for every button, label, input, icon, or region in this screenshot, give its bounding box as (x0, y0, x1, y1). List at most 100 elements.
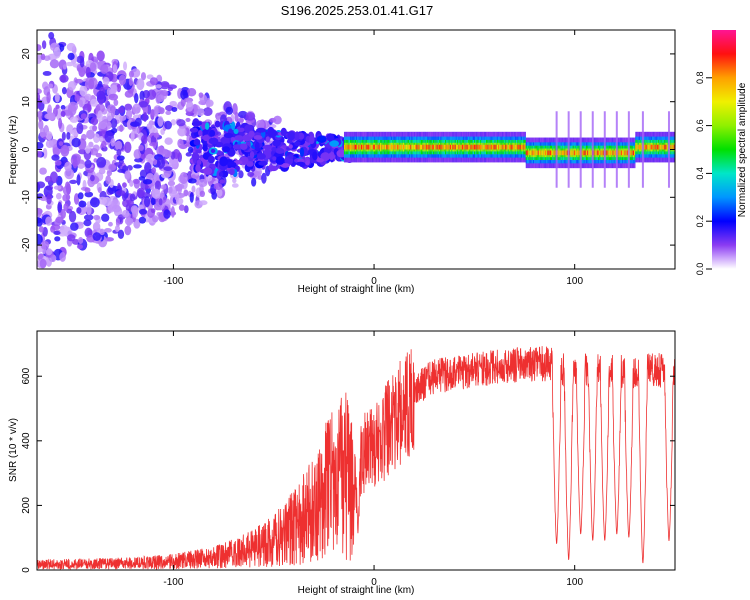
spectrogram-cluster-blob (208, 137, 219, 145)
spectrogram-line-cell (390, 144, 393, 150)
spectrogram-noise-blob (134, 117, 142, 127)
spectrogram-noise-blob (124, 90, 134, 98)
spectrogram-streak (567, 111, 570, 188)
spectrogram-noise-blob (122, 182, 127, 188)
spectrogram-line-cell (638, 144, 641, 150)
spectrogram-line-cell (446, 144, 448, 150)
spectrogram-line-cell (612, 150, 614, 156)
spectrogram-line-cell (458, 144, 460, 150)
spectrogram-noise-blob (45, 216, 53, 226)
spectrogram-cluster-blob (218, 171, 224, 177)
spectrogram-line-cell (487, 144, 489, 150)
spectrogram-line-cell (380, 144, 382, 150)
spectrogram-line-cell (622, 150, 624, 156)
spectrogram-noise-blob (37, 233, 43, 246)
spectrogram-line-cell (529, 150, 531, 156)
spectrogram-line-cell (585, 150, 588, 156)
spectrogram-noise-blob (45, 131, 53, 141)
snr-y-label: SNR (10 * v/v) (8, 418, 19, 482)
spectrogram-noise-blob (76, 207, 82, 214)
spectrogram-line-cell (534, 150, 536, 156)
spectrogram-noise-blob (111, 204, 122, 213)
spectrogram-noise-blob (198, 92, 204, 99)
spectrogram-noise-blob (150, 208, 156, 214)
spectrogram-noise-blob (196, 108, 205, 117)
spectrogram-noise-blob (155, 84, 162, 89)
spectrogram-noise-blob (76, 174, 81, 186)
spectrogram-cluster-blob (275, 156, 285, 165)
spectrogram-line-cell (530, 150, 532, 156)
spectrogram-noise-blob (167, 180, 176, 187)
spectrogram-noise-blob (53, 46, 61, 59)
spectrogram-line-cell (489, 144, 492, 150)
spectrogram-line-cell (372, 144, 375, 150)
spectrogram-noise-blob (71, 137, 81, 148)
spectrogram-cluster-blob (249, 151, 255, 159)
spectrogram-cluster-blob (316, 158, 325, 163)
spectrogram-line-cell (629, 150, 631, 156)
spectrogram-noise-blob (146, 123, 153, 130)
spectrogram-noise-blob (39, 167, 47, 175)
spectrogram-noise-blob (124, 225, 132, 236)
spectrogram-noise-blob (78, 200, 87, 208)
spectrogram-noise-blob (168, 158, 179, 168)
spectrogram-noise-blob (124, 103, 133, 111)
colorbar-tick-label: 0.8 (695, 72, 705, 85)
spectrogram-cluster-blob (271, 146, 277, 152)
spectrogram-noise-blob (116, 155, 125, 161)
spectrogram-line-cell (471, 144, 473, 150)
spectrogram-line-cell (626, 150, 629, 156)
spectrogram-noise-blob (205, 99, 214, 107)
spectrogram-noise-blob (163, 209, 171, 219)
spectrogram-y-ticks: -20 -10 0 10 20 (21, 48, 675, 252)
spectrogram-line-cell (439, 144, 441, 150)
spectrogram-line-cell (508, 144, 511, 150)
spectrogram-noise-blob (154, 106, 159, 118)
spectrogram-noise-blob (78, 99, 83, 108)
spectrogram-line-cell (561, 150, 564, 156)
spectrogram-noise-blob (98, 168, 106, 175)
spectrogram-line-cell (648, 144, 650, 150)
spectrogram-line-cell (408, 144, 411, 150)
spectrogram-line-cell (398, 144, 400, 150)
snr-panel: -100 0 100 0 200 400 600 Height of straight l… (8, 330, 676, 596)
spectrogram-cluster-blob (258, 160, 268, 166)
spectrogram-line-cell (520, 144, 523, 150)
spectrogram-noise-blob (133, 149, 142, 160)
spectrogram-line-cell (488, 144, 490, 150)
spectrogram-cluster-blob (287, 131, 296, 141)
spectrogram-noise-blob (83, 214, 94, 221)
spectrogram-line-cell (569, 150, 571, 156)
spectrogram-noise-blob (97, 196, 108, 205)
spectrogram-noise-blob (66, 42, 76, 52)
spectrogram-line-cell (525, 150, 528, 156)
spectrogram-line-cell (499, 144, 501, 150)
spectrogram-noise-blob (60, 105, 66, 110)
spectrogram-line-cell (671, 144, 673, 150)
spectrogram-line-cell (524, 144, 526, 150)
spectrogram-cluster-blob (257, 153, 266, 160)
spectrogram-line-cell (513, 144, 516, 150)
spectrogram-cluster-blob (308, 135, 315, 145)
spectrogram-line-cell (394, 144, 396, 150)
spectrogram-streak (627, 111, 630, 188)
spectrogram-cluster-blob (220, 136, 230, 145)
spectrogram-line-cell (362, 144, 364, 150)
spectrogram-noise-blob (138, 176, 146, 181)
spectrogram-cluster-blob (246, 161, 254, 167)
spectrogram-line-cell (429, 144, 431, 150)
spectrogram-noise-blob (179, 172, 188, 185)
spectrogram-line-cell (581, 150, 583, 156)
spectrogram-line-cell (382, 144, 384, 150)
spectrogram-noise-blob (205, 175, 213, 182)
spectrogram-noise-blob (255, 119, 265, 130)
spectrogram-line-cell (369, 144, 371, 150)
spectrogram-noise-blob (245, 111, 256, 121)
spectrogram-line-cell (358, 144, 360, 150)
spectrogram-line-cell (578, 150, 581, 156)
spectrogram-streak (603, 111, 606, 188)
spectrogram-noise-blob (164, 120, 172, 130)
spectrogram-line-cell (600, 150, 602, 156)
spectrogram-cluster-blob (288, 144, 293, 149)
spectrogram-noise-blob (111, 127, 118, 134)
